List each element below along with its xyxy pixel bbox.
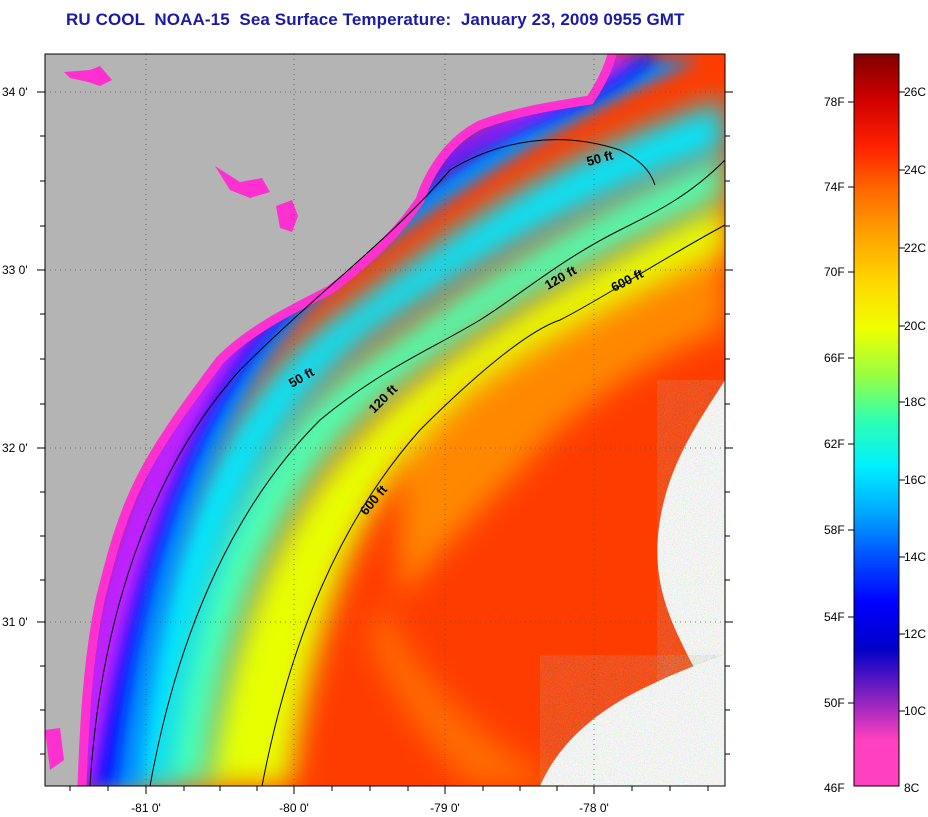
colorbar-f-label: 46F [824,781,845,795]
land-mass [45,54,612,786]
colorbar-f-label: 50F [824,696,845,710]
colorbar-f-label: 66F [824,351,845,365]
colorbar: 78F 74F 70F 66F 62F 58F 54F 50F 46F 26C … [824,53,926,795]
lat-tick-label: 34 0' [2,85,28,99]
colorbar-c-label: 10C [904,704,926,718]
colorbar-f-label: 58F [824,523,845,537]
lon-tick-label: -78 0' [579,801,609,815]
colorbar-c-label: 24C [904,163,926,177]
cloud-cover [540,380,725,786]
inland-water [215,166,270,198]
graticule [45,54,725,786]
colorbar-c-label: 20C [904,319,926,333]
colorbar-c-label: 14C [904,550,926,564]
colorbar-c-label: 26C [904,85,926,99]
plot-frame [44,53,726,787]
colorbar-c-label: 12C [904,627,926,641]
colorbar-f-label: 74F [824,180,845,194]
isobaths [89,139,725,786]
colorbar-f-label: 54F [824,610,845,624]
lat-tick-label: 32 0' [2,441,28,455]
colorbar-c-label: 8C [904,781,920,795]
inland-water [64,66,112,86]
lon-tick-label: -80 0' [279,801,309,815]
colorbar-f-label: 78F [824,95,845,109]
lat-tick-label: 31 0' [2,615,28,629]
colorbar-c-label: 22C [904,241,926,255]
lon-tick-label: -79 0' [430,801,460,815]
inland-water [276,200,298,232]
sst-image: 50 ft 120 ft 600 ft 50 ft 120 ft 600 ft [45,54,725,786]
lon-tick-label: -81 0' [131,801,161,815]
colorbar-f-label: 70F [824,265,845,279]
colorbar-c-label: 16C [904,473,926,487]
axis-ticks [37,91,733,794]
map-title: RU COOL NOAA-15 Sea Surface Temperature:… [66,10,685,29]
isobath-label-50ft-north: 50 ft [585,147,615,169]
colorbar-gradient [853,53,900,787]
colorbar-f-label: 62F [824,437,845,451]
colorbar-c-label: 18C [904,395,926,409]
lat-tick-label: 33 0' [2,263,28,277]
